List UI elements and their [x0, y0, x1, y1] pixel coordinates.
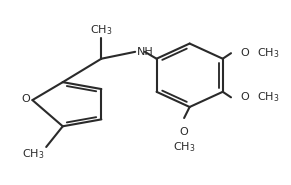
- Text: CH$_3$: CH$_3$: [22, 148, 44, 162]
- Text: CH$_3$: CH$_3$: [257, 90, 279, 104]
- Text: O: O: [240, 48, 249, 58]
- Text: CH$_3$: CH$_3$: [257, 46, 279, 60]
- Text: O: O: [240, 92, 249, 102]
- Text: NH: NH: [137, 47, 154, 57]
- Text: CH$_3$: CH$_3$: [173, 140, 195, 154]
- Text: O: O: [21, 94, 30, 104]
- Text: O: O: [180, 127, 189, 137]
- Text: CH$_3$: CH$_3$: [90, 23, 113, 37]
